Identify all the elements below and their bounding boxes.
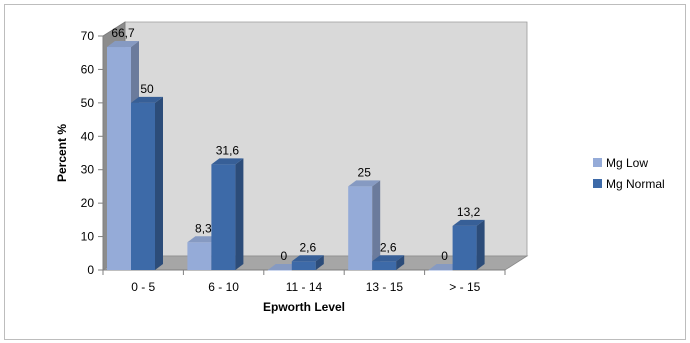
x-axis-title: Epworth Level [263,300,345,314]
y-tick-label: 20 [81,196,95,210]
y-tick-label: 40 [81,129,95,143]
bar-top [107,41,139,48]
y-tick-label: 0 [87,263,94,277]
legend-swatch [593,158,602,167]
y-tick-label: 60 [81,62,95,76]
bar-front [428,270,453,271]
data-label: 8,3 [195,221,212,235]
y-tick-label: 10 [81,230,95,244]
bar-side [372,180,381,270]
bar-front [107,47,131,270]
bar-front [348,186,373,270]
data-label: 2,6 [299,240,316,254]
bar-front [131,102,155,270]
y-axis-title: Percent % [55,124,69,182]
x-axis-ticks: 0 - 5 6 - 10 11 - 14 13 - 15 > - 15 [102,270,506,294]
data-label: 50 [140,82,154,96]
bar-side [396,255,405,270]
bar [452,219,485,270]
bar-top [372,255,405,262]
y-tick-label: 70 [81,29,95,43]
bar-front [452,225,477,270]
bar [211,158,244,270]
x-tick-label: 6 - 10 [208,280,239,294]
data-label: 0 [280,249,287,263]
legend-label: Mg Low [606,156,648,170]
bar-top [211,158,244,165]
y-axis-ticks: 0 10 20 30 40 50 60 70 [81,29,103,277]
bar-front [372,261,397,270]
bar [131,96,163,270]
data-label: 0 [441,249,448,263]
data-label: 66,7 [111,26,135,40]
legend-swatch [593,179,602,188]
bar-front [291,261,316,270]
data-labels: 66,7 8,3 0 25 0 50 31,6 2,6 2,6 13,2 [111,26,480,263]
x-tick-label: 11 - 14 [286,280,323,294]
bar-top [348,180,381,187]
bars [107,41,485,271]
y-tick-label: 30 [81,163,95,177]
bar-side [315,255,324,270]
bar-side [476,219,485,270]
bar [372,255,405,270]
bar [291,255,324,270]
bar-front [187,242,212,270]
x-tick-label: > - 15 [449,280,480,294]
data-label: 2,6 [380,240,397,254]
bar [348,180,381,270]
bar-top [291,255,324,262]
data-label: 13,2 [457,205,481,219]
legend-label: Mg Normal [606,177,665,191]
legend: Mg Low Mg Normal [593,156,665,191]
data-label: 31,6 [216,143,240,157]
bar-front [267,270,292,271]
bar-top [131,96,163,103]
bar-side [155,96,163,270]
x-tick-label: 0 - 5 [131,280,155,294]
bar-front [211,164,236,270]
data-label: 25 [358,165,372,179]
bar-top [452,219,485,226]
y-tick-label: 50 [81,96,95,110]
bar-side [235,158,244,270]
x-tick-label: 13 - 15 [366,280,404,294]
